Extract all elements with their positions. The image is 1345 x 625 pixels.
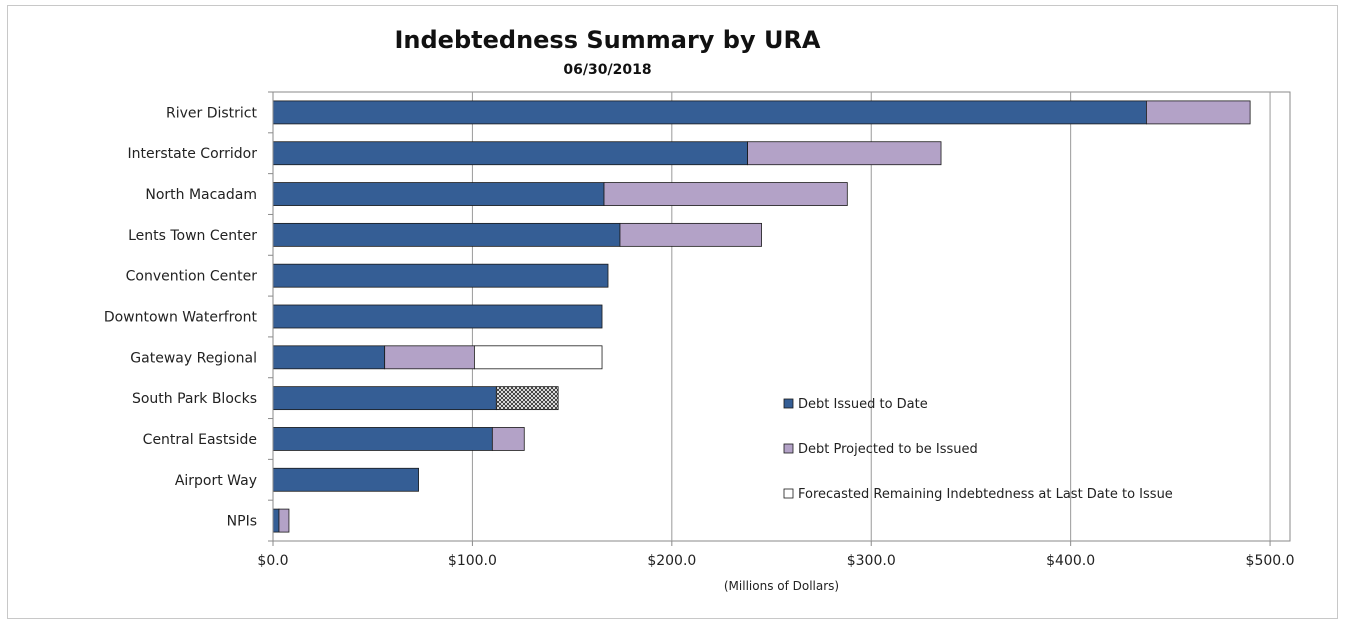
bar-segment	[272, 263, 609, 288]
bar-segment	[272, 508, 280, 533]
bar-segment	[272, 222, 621, 247]
x-tick-label: $300.0	[847, 553, 896, 569]
category-label: North Macadam	[145, 187, 257, 203]
legend-label: Forecasted Remaining Indebtedness at Las…	[798, 487, 1173, 502]
x-tick-label: $400.0	[1046, 553, 1095, 569]
category-label: River District	[166, 105, 258, 121]
bar-segment	[1146, 100, 1251, 125]
bar-segment	[474, 345, 603, 370]
bar-segment	[619, 222, 762, 247]
bar-segment	[491, 427, 525, 451]
bars	[272, 100, 1251, 533]
chart-title: Indebtedness Summary by URA	[394, 26, 821, 54]
gridlines	[272, 91, 1291, 542]
category-label: NPIs	[227, 514, 257, 530]
bar-segment	[603, 182, 848, 206]
category-label: Gateway Regional	[130, 350, 257, 366]
legend-swatch	[783, 398, 794, 409]
bar-segment	[272, 345, 386, 370]
bar-segment	[278, 508, 290, 533]
x-axis-title: (Millions of Dollars)	[724, 579, 839, 593]
bar-segment	[747, 141, 942, 166]
legend-swatch	[783, 443, 794, 454]
x-tick-label: $200.0	[647, 553, 696, 569]
category-label: Convention Center	[126, 269, 258, 285]
bar-segment	[272, 467, 419, 492]
legend-label: Debt Projected to be Issued	[798, 442, 978, 457]
legend-label: Debt Issued to Date	[798, 397, 928, 412]
bar-segment	[495, 386, 559, 411]
legend-swatch	[783, 488, 794, 499]
bar-segment	[272, 386, 497, 411]
legend: Debt Issued to Date Debt Projected to be …	[783, 397, 1173, 502]
bar-segment	[272, 304, 603, 329]
x-tick-label: $0.0	[257, 553, 288, 569]
category-label: Lents Town Center	[128, 228, 257, 244]
bar-segment	[384, 345, 475, 370]
bar-segment	[272, 182, 605, 206]
bar-segment	[272, 427, 493, 451]
category-label: Airport Way	[175, 473, 257, 489]
chart-subtitle: 06/30/2018	[563, 62, 652, 78]
x-tick-label: $500.0	[1246, 553, 1295, 569]
x-tick-label: $100.0	[448, 553, 497, 569]
bar-segment	[272, 141, 749, 166]
category-label: Interstate Corridor	[128, 146, 258, 162]
category-label: Central Eastside	[143, 432, 257, 448]
axes: $0.0 $100.0 $200.0 $300.0 $400.0 $500.0 (Milli…	[104, 91, 1295, 593]
category-label: South Park Blocks	[132, 391, 257, 407]
bar-segment	[272, 100, 1147, 125]
category-label: Downtown Waterfront	[104, 310, 258, 326]
